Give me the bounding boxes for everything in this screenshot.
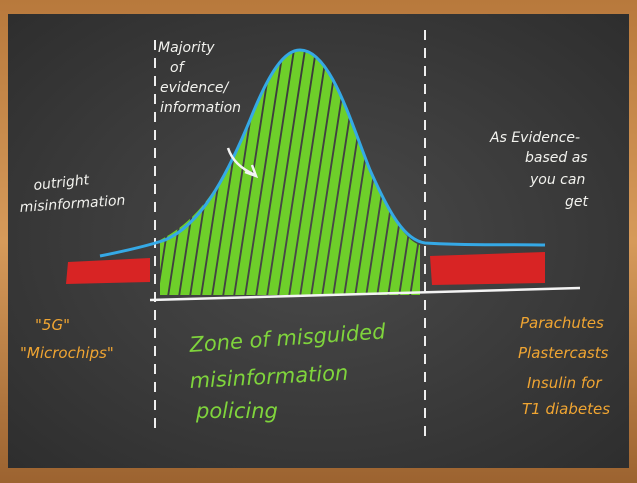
majority-line: information bbox=[160, 100, 241, 116]
right-label-line: get bbox=[565, 194, 589, 210]
right-example: T1 diabetes bbox=[522, 400, 610, 418]
right-example: Parachutes bbox=[520, 314, 604, 332]
red-zone-right bbox=[430, 252, 545, 285]
arrow bbox=[226, 147, 259, 179]
left-label-line: outright bbox=[33, 172, 91, 194]
bell-curve bbox=[99, 48, 546, 258]
majority-line: Majority bbox=[158, 40, 215, 56]
right-label-line: As Evidence- bbox=[489, 130, 580, 146]
majority-line: evidence/ bbox=[160, 80, 229, 96]
baseline bbox=[149, 286, 581, 302]
left-example: "5G" bbox=[35, 316, 70, 334]
zone-label-line: policing bbox=[195, 399, 278, 423]
right-label-line: you can bbox=[529, 172, 585, 188]
right-label-line: based as bbox=[525, 150, 588, 166]
right-example: Plastercasts bbox=[518, 344, 609, 362]
left-example: "Microchips" bbox=[20, 344, 114, 362]
left-label-line: misinformation bbox=[19, 193, 126, 216]
red-zone-left bbox=[66, 258, 150, 284]
right-example: Insulin for bbox=[527, 374, 602, 392]
majority-line: of bbox=[170, 60, 186, 76]
